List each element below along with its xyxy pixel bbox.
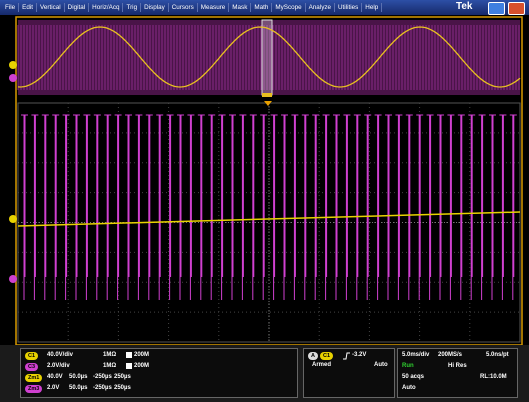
acquisition-box: 5.0ms/div 200MS/s 5.0ns/pt Run Hi Res 50…: [397, 348, 518, 398]
position: 50.0µs: [69, 385, 88, 391]
menu-item[interactable]: Measure: [198, 3, 230, 12]
scale: 2.0V: [47, 385, 60, 391]
zoom-box: [261, 19, 273, 96]
slope-icon: [343, 352, 350, 360]
overview-trace: [17, 26, 521, 88]
channel-1-trace: [17, 211, 521, 227]
menu-item[interactable]: MyScope: [272, 3, 306, 12]
menu-item[interactable]: Edit: [19, 3, 38, 12]
start: -250µs: [93, 385, 112, 391]
channel-1-marker: [9, 215, 17, 223]
menu-item[interactable]: Trig: [123, 3, 142, 12]
trigger-mode: Auto: [402, 385, 416, 391]
bandwidth: 200M: [134, 352, 150, 358]
channel-box: C1 40.0V/div 1MΩ 200M C3 2.0V/div 1MΩ 20…: [20, 348, 298, 398]
trigger-mode: Auto: [374, 362, 388, 368]
menu-item[interactable]: Math: [251, 3, 273, 12]
menu-item[interactable]: Analyze: [306, 3, 335, 12]
record-length: RL:10.0M: [480, 374, 507, 380]
minimize-button[interactable]: [488, 2, 505, 15]
close-button[interactable]: [508, 2, 525, 15]
menu-item[interactable]: Cursors: [169, 3, 198, 12]
zoom-marker: [262, 93, 272, 97]
sample-rate: 200MS/s: [438, 352, 463, 358]
badge: Zm3: [25, 385, 43, 393]
channel-3-marker: [9, 74, 17, 82]
channel-3-trace: [21, 114, 517, 300]
trigger-marker: [264, 101, 272, 106]
menu-item[interactable]: Utilities: [335, 3, 363, 12]
trigger-box: A C1 -3.2V Armed Auto: [303, 348, 395, 398]
menu-item[interactable]: Horiz/Acq: [89, 3, 124, 12]
end: 250µs: [114, 385, 131, 391]
start: -250µs: [93, 374, 112, 380]
trigger-level: -3.2V: [352, 352, 367, 358]
trigger-source: C1: [320, 352, 334, 360]
position: 50.0µs: [69, 374, 88, 380]
trigger-state: Armed: [312, 362, 332, 368]
run-status: Run: [402, 363, 414, 369]
impedance: 1MΩ: [103, 363, 117, 369]
badge: Zm1: [25, 374, 43, 382]
impedance: 1MΩ: [103, 352, 117, 358]
graticule: [9, 16, 523, 346]
badge: C1: [25, 352, 39, 360]
menu-item[interactable]: Display: [141, 3, 169, 12]
menu-item[interactable]: Vertical: [37, 3, 65, 12]
menu-item[interactable]: Mask: [229, 3, 252, 12]
status-panel: C1 40.0V/div 1MΩ 200M C3 2.0V/div 1MΩ 20…: [0, 345, 529, 402]
acq-count: 50 acqs: [402, 374, 425, 380]
channel-3-marker: [9, 275, 17, 283]
timebase: 5.0ms/div: [402, 352, 430, 358]
menu-bar: File Edit Vertical Digital Horiz/Acq Trig Disp…: [0, 0, 529, 15]
scale: 40.0V/div: [47, 352, 74, 358]
end: 250µs: [114, 374, 131, 380]
trigger-letter: A: [308, 352, 318, 360]
display: [0, 15, 529, 402]
menu-item[interactable]: File: [2, 3, 20, 12]
brand: Tek: [456, 1, 473, 12]
menu-item[interactable]: Digital: [65, 3, 90, 12]
acq-mode: Hi Res: [448, 363, 467, 369]
scale: 2.0V/div: [47, 363, 70, 369]
channel-1-marker: [9, 61, 17, 69]
bandwidth: 200M: [134, 363, 150, 369]
badge: C3: [25, 363, 39, 371]
resolution: 5.0ns/pt: [486, 352, 509, 358]
menu-item[interactable]: Help: [362, 3, 383, 12]
scale: 40.0V: [47, 374, 63, 380]
